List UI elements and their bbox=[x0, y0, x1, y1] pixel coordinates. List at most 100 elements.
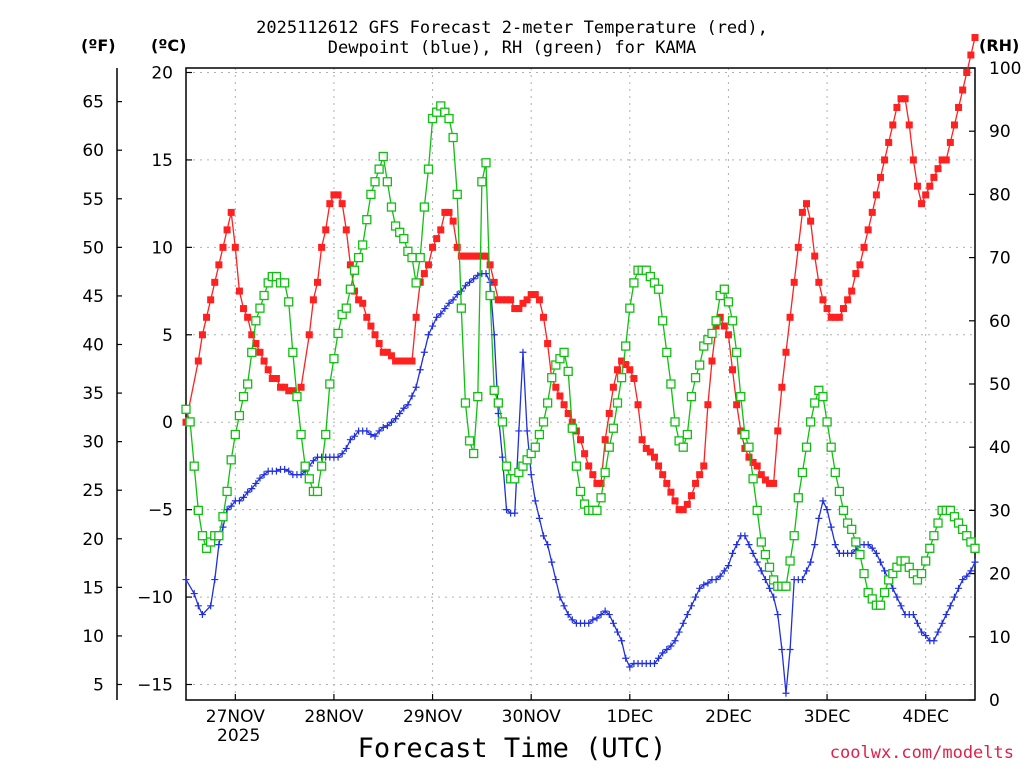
rh-point bbox=[386, 202, 397, 212]
rh-point bbox=[473, 391, 483, 402]
temperature-point bbox=[359, 299, 367, 307]
fahrenheit-tick-label: 25 bbox=[82, 481, 104, 501]
dewpoint-point bbox=[412, 383, 420, 391]
temperature-point bbox=[363, 313, 371, 321]
rh-point bbox=[723, 297, 734, 307]
dewpoint-point bbox=[281, 465, 289, 473]
rh-point bbox=[764, 562, 775, 572]
dewpoint-point bbox=[252, 479, 260, 487]
rh-tick-label: 60 bbox=[989, 312, 1011, 332]
temperature-point bbox=[864, 226, 872, 234]
dewpoint-point bbox=[387, 418, 395, 426]
celsius-tick-label: 5 bbox=[162, 326, 173, 346]
rh-point bbox=[366, 189, 376, 200]
temperature-point bbox=[334, 191, 342, 199]
rh-point bbox=[748, 474, 758, 484]
temperature-point bbox=[556, 392, 564, 400]
fahrenheit-tick-label: 65 bbox=[82, 93, 104, 113]
rh-point bbox=[362, 215, 372, 225]
dewpoint-point bbox=[733, 541, 741, 549]
temperature-point bbox=[642, 444, 650, 452]
dewpoint-point bbox=[470, 275, 478, 283]
rh-point bbox=[547, 373, 557, 383]
temperature-point bbox=[429, 243, 437, 251]
temperature-point bbox=[540, 313, 548, 321]
temperature-point bbox=[905, 121, 913, 129]
rh-tick-label: 80 bbox=[989, 185, 1011, 205]
rh-point bbox=[489, 385, 499, 395]
rh-point bbox=[925, 543, 935, 553]
rh-point bbox=[686, 391, 697, 402]
credit-text: coolwx.com/modelts bbox=[829, 743, 1014, 763]
dewpoint-point bbox=[437, 310, 445, 318]
dewpoint-point bbox=[568, 616, 576, 624]
dewpoint-point bbox=[864, 541, 872, 549]
rh-point bbox=[242, 379, 253, 389]
rh-point bbox=[423, 164, 434, 174]
dewpoint-point bbox=[819, 497, 827, 505]
dewpoint-point bbox=[342, 444, 350, 452]
rh-point bbox=[781, 581, 791, 591]
rh-point bbox=[571, 461, 582, 471]
dewpoint-point bbox=[597, 611, 605, 619]
temperature-point bbox=[856, 261, 864, 269]
temperature-point bbox=[663, 479, 671, 487]
temperature-point bbox=[564, 409, 572, 417]
temperature-point bbox=[803, 200, 811, 208]
rh-point bbox=[760, 549, 771, 560]
rh-point bbox=[744, 442, 754, 452]
rh-point bbox=[658, 316, 668, 326]
rh-point bbox=[612, 398, 623, 408]
dewpoint-point bbox=[679, 619, 687, 627]
dewpoint-point bbox=[716, 572, 724, 580]
rh-point bbox=[678, 442, 688, 452]
dewpoint-point bbox=[449, 296, 457, 304]
dewpoint-point bbox=[782, 689, 790, 697]
temperature-point bbox=[256, 348, 264, 356]
x-tick-label: 2DEC bbox=[705, 707, 752, 727]
temperature-point bbox=[618, 357, 626, 365]
rh-tick-label: 90 bbox=[989, 122, 1011, 142]
rh-point bbox=[477, 177, 487, 187]
fahrenheit-tick-label: 30 bbox=[82, 433, 104, 453]
dewpoint-point bbox=[663, 646, 671, 654]
temperature-point bbox=[244, 313, 252, 321]
temperature-point bbox=[227, 208, 235, 216]
temperature-point bbox=[729, 366, 737, 374]
dewpoint-point bbox=[950, 593, 958, 601]
dewpoint-point bbox=[897, 602, 905, 610]
temperature-point bbox=[704, 401, 712, 409]
dewpoint-point bbox=[260, 471, 268, 479]
dewpoint-point bbox=[622, 654, 630, 662]
dewpoint-point bbox=[700, 581, 708, 589]
celsius-axis-unit: (ºC) bbox=[151, 36, 187, 55]
fahrenheit-tick-label: 35 bbox=[82, 384, 104, 404]
temperature-point bbox=[404, 357, 412, 365]
rh-tick-label: 70 bbox=[989, 249, 1011, 269]
temperature-point bbox=[692, 479, 700, 487]
temperature-point bbox=[683, 500, 691, 508]
fahrenheit-tick-label: 55 bbox=[82, 190, 104, 210]
rh-point bbox=[707, 328, 717, 339]
rh-point bbox=[567, 423, 577, 433]
dewpoint-point bbox=[761, 576, 769, 584]
rh-point bbox=[855, 549, 865, 560]
temperature-point bbox=[609, 383, 617, 391]
rh-point bbox=[542, 398, 553, 408]
rh-point bbox=[826, 442, 836, 452]
rh-point bbox=[493, 398, 503, 408]
rh-point bbox=[732, 347, 742, 358]
dewpoint-point bbox=[741, 532, 749, 540]
rh-axis-unit: (RH) bbox=[979, 36, 1020, 55]
temperature-point bbox=[396, 357, 404, 365]
temperature-point bbox=[930, 173, 938, 181]
rh-point bbox=[279, 278, 290, 288]
temperature-point bbox=[885, 138, 893, 146]
temperature-point bbox=[194, 357, 202, 365]
x-tick-label: 30NOV bbox=[502, 707, 561, 727]
temperature-point bbox=[798, 208, 806, 216]
dewpoint-point bbox=[392, 415, 400, 423]
temperature-point bbox=[375, 340, 383, 348]
temperature-point bbox=[367, 322, 375, 330]
rh-tick-label: 30 bbox=[989, 501, 1011, 521]
